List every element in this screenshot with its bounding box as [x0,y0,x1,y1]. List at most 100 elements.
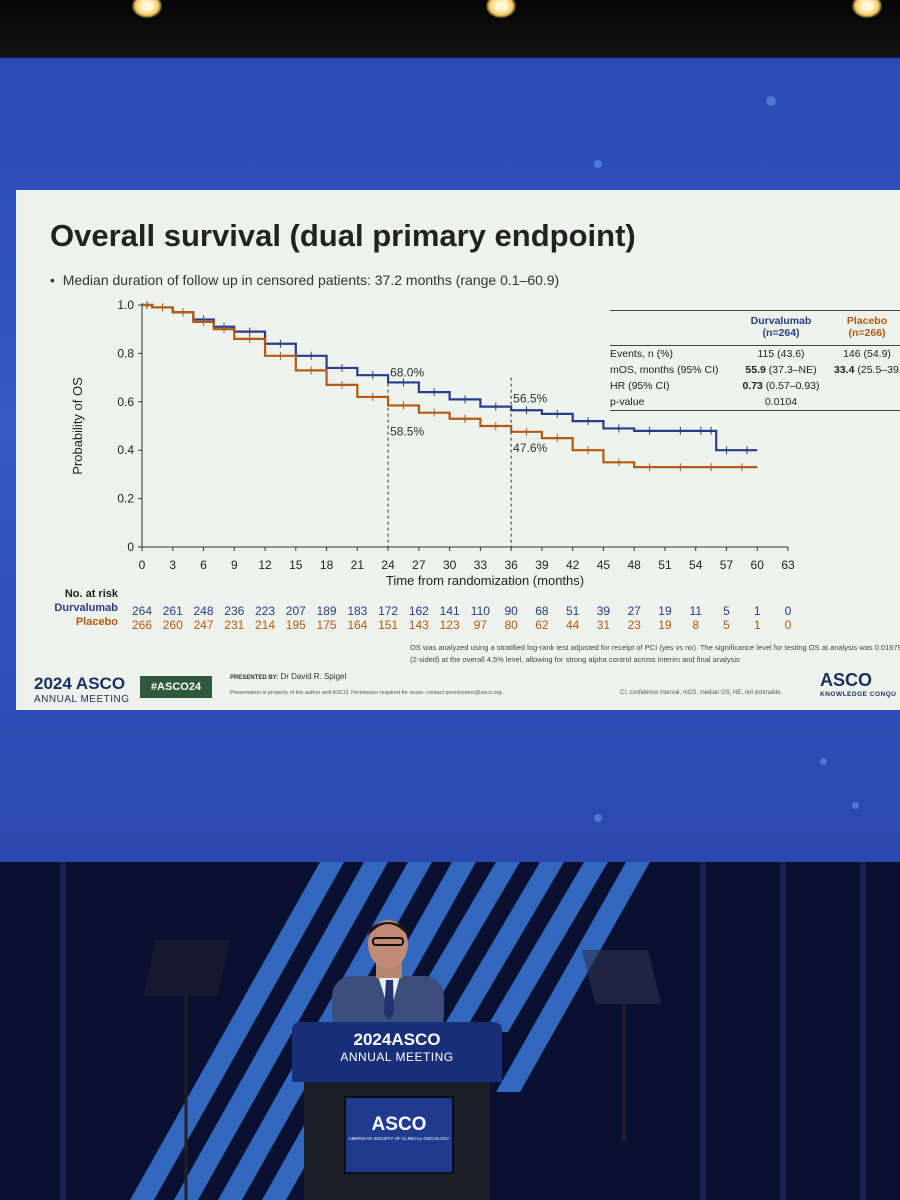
risk-placebo-count: 5 [723,618,730,632]
risk-durvalumab-count: 11 [689,604,702,618]
presenter-name: Dr David R. Spigel [280,672,347,681]
y-tick-label: 1.0 [117,298,134,312]
risk-placebo-count: 31 [597,618,611,632]
survival-curve-durvalumab [142,303,758,452]
risk-placebo-count: 8 [692,618,699,632]
table-row: mOS, months (95% CI) 55.9 (37.3–NE) 33.4… [610,362,900,378]
x-tick-label: 0 [139,558,146,572]
row-label: mOS, months (95% CI) [610,364,719,376]
risk-placebo-count: 164 [347,618,367,632]
backdrop-stripe [496,862,650,1092]
podium-screen-name: ASCO [371,1114,427,1135]
risk-durvalumab-count: 39 [597,604,611,618]
risk-durvalumab-count: 172 [378,604,398,618]
row-label: Events, n (%) [610,348,674,360]
annotation-durvalumab-24: 68.0% [390,365,424,379]
risk-durvalumab-count: 162 [409,604,429,618]
risk-placebo-count: 214 [255,618,275,632]
x-tick-label: 6 [200,558,207,572]
x-tick-label: 33 [474,558,488,572]
logo-sub: ANNUAL MEETING [34,694,130,705]
y-tick-label: 0.6 [117,395,134,409]
x-tick-label: 24 [381,558,395,572]
risk-placebo-count: 195 [286,618,306,632]
row-label: HR (95% CI) [610,380,670,392]
mos-placebo: 33.4 [834,364,855,376]
slide-title: Overall survival (dual primary endpoint) [50,218,636,253]
presented-by-label: PRESENTED BY: [230,675,279,681]
screen-glow-dot [594,160,602,168]
x-tick-label: 45 [597,558,611,572]
table-row: p-value 0.0104 [610,394,900,410]
row-placebo-value [834,394,900,410]
speaker-hair [368,922,408,936]
x-tick-label: 3 [169,558,176,572]
x-tick-label: 15 [289,558,303,572]
risk-placebo-count: 247 [194,618,214,632]
ceiling-light [486,0,516,18]
table-row: Events, n (%) 115 (43.6) 146 (54.9) [610,346,900,362]
podium-name: ASCO [391,1030,441,1049]
annotation-placebo-36: 47.6% [513,441,547,455]
risk-durvalumab-count: 27 [628,604,642,618]
podium-year: 2024 [353,1030,392,1049]
row-durvalumab-value: 55.9 (37.3–NE) [728,362,834,378]
survival-curve-placebo [142,303,758,469]
risk-durvalumab-count: 110 [471,604,490,618]
header-blank [610,315,728,345]
x-tick-label: 9 [231,558,238,572]
risk-placebo-count: 143 [409,618,429,632]
asco-brand: ASCO [820,670,873,690]
risk-placebo-count: 44 [566,618,580,632]
speaker-tie [384,980,394,1020]
asco-annual-meeting-logo: 2024 ASCO ANNUAL MEETING [34,674,130,705]
teleprompter-left [143,940,230,996]
stats-table: Durvalumab (n=264) Placebo (n=266) Event… [610,310,900,411]
curtain-fold [860,862,866,1200]
header-durvalumab: Durvalumab (n=264) [728,315,834,345]
podium-screen-sub: AMERICAN SOCIETY OF CLINICAL ONCOLOGY [348,1136,450,1141]
x-axis-label: Time from randomization (months) [386,573,584,588]
x-tick-label: 12 [258,558,272,572]
x-tick-label: 54 [689,558,703,572]
logo-year: 2024 [34,674,72,693]
x-tick-label: 51 [658,558,672,572]
podium-title: 2024ASCO [292,1022,502,1050]
risk-durvalumab-count: 141 [440,604,460,618]
table-bottom-rule [610,410,900,411]
risk-placebo-count: 19 [658,618,672,632]
curtain-fold [700,862,706,1200]
header-placebo: Placebo (n=266) [834,315,900,345]
screen-glow-dot [594,814,602,822]
hashtag-badge: #ASCO24 [140,676,212,698]
row-durvalumab-value: 0.0104 [764,396,798,408]
hr-ci: (0.57–0.93) [765,380,820,392]
x-tick-label: 30 [443,558,457,572]
screen-glow-dot [852,802,859,809]
teleprompter-right [581,950,662,1004]
header-durvalumab-n: (n=264) [762,327,800,339]
risk-durvalumab-count: 207 [286,604,306,618]
x-tick-label: 63 [781,558,795,572]
y-axis-label: Probability of OS [70,377,85,475]
risk-placebo-count: 1 [754,618,761,632]
risk-placebo-count: 62 [535,618,549,632]
presentation-slide: Overall survival (dual primary endpoint)… [16,190,900,710]
risk-placebo-count: 260 [163,618,183,632]
speaker-glasses [372,937,404,946]
hr-value: 0.73 [742,380,763,392]
podium-body: ASCO AMERICAN SOCIETY OF CLINICAL ONCOLO… [304,1082,490,1200]
annotation-durvalumab-36: 56.5% [513,391,547,405]
risk-placebo-count: 123 [440,618,460,632]
risk-durvalumab-count: 223 [255,604,275,618]
y-tick-label: 0 [127,540,134,554]
header-placebo-name: Placebo [846,315,888,327]
backdrop-stripe [130,862,344,1200]
risk-placebo-label: Placebo [75,616,118,628]
backdrop-stripe [484,862,608,1032]
y-tick-label: 0.4 [117,443,134,457]
risk-durvalumab-count: 90 [504,604,518,618]
disclaimer: Presentation is property of the author a… [230,690,504,696]
speaker [332,920,444,1034]
risk-placebo-count: 175 [317,618,337,632]
